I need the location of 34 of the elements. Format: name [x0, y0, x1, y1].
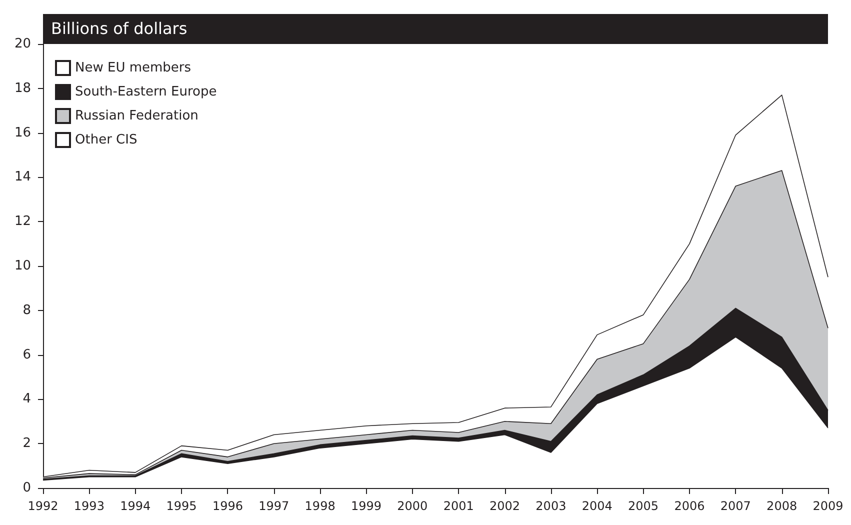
x-tick-label: 2005	[628, 499, 659, 513]
x-tick-label: 2004	[582, 499, 612, 513]
y-tick-label: 2	[22, 436, 31, 452]
y-tick-label: 6	[22, 347, 31, 362]
y-tick-label: 14	[14, 170, 31, 185]
x-tick-label: 2002	[489, 499, 520, 513]
y-tick-label: 20	[14, 36, 31, 52]
x-tick-label: 1992	[28, 499, 58, 513]
chart-title: Billions of dollars	[43, 14, 828, 44]
y-tick-label: 4	[22, 392, 31, 407]
x-tick-label: 1997	[258, 499, 290, 513]
x-tick-label: 2001	[443, 499, 474, 513]
y-tick-label: 10	[14, 258, 31, 274]
legend-label: South-Eastern Europe	[75, 84, 217, 100]
x-tick-label: 2008	[766, 499, 798, 513]
x-tick-label: 1995	[166, 499, 197, 513]
x-tick-label: 2003	[536, 499, 566, 513]
y-tick-label: 12	[14, 214, 31, 230]
x-tick-label: 2006	[674, 499, 705, 513]
y-tick-label: 8	[22, 302, 31, 318]
x-tick-label: 1996	[212, 499, 243, 513]
x-tick-label: 1998	[304, 499, 336, 513]
x-tick-label: 1993	[74, 499, 104, 513]
y-tick-label: 0	[22, 480, 31, 496]
y-tick-label: 16	[14, 125, 31, 140]
x-tick-label: 1994	[120, 499, 151, 513]
y-tick-label: 18	[14, 80, 31, 96]
legend-label: Other CIS	[75, 132, 138, 148]
x-tick-label: 1999	[350, 499, 382, 513]
legend-label: New EU members	[75, 60, 192, 76]
legend-label: Russian Federation	[75, 108, 198, 124]
x-tick-label: 2007	[720, 499, 751, 513]
x-tick-label: 2000	[397, 499, 428, 513]
x-tick-label: 2009	[812, 499, 844, 513]
